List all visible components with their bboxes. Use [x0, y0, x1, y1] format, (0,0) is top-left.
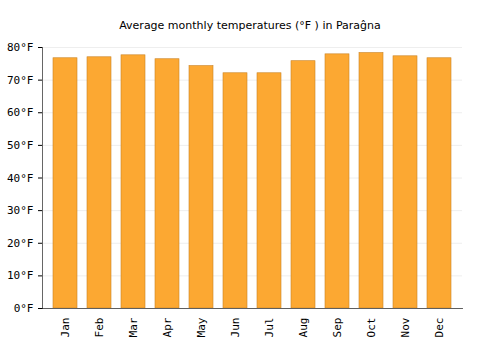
- svg-text:Oct: Oct: [365, 318, 378, 338]
- svg-text:Apr: Apr: [161, 317, 174, 337]
- svg-text:Jun: Jun: [229, 318, 242, 338]
- svg-text:Mar: Mar: [127, 317, 140, 337]
- svg-text:Nov: Nov: [399, 317, 412, 337]
- svg-text:May: May: [195, 317, 208, 337]
- svg-text:0°F: 0°F: [14, 302, 34, 315]
- svg-text:50°F: 50°F: [7, 139, 34, 152]
- svg-text:Jul: Jul: [263, 318, 276, 338]
- svg-text:Feb: Feb: [93, 318, 106, 338]
- svg-text:Dec: Dec: [433, 318, 446, 338]
- svg-text:60°F: 60°F: [7, 106, 34, 119]
- svg-text:30°F: 30°F: [7, 204, 34, 217]
- svg-text:10°F: 10°F: [7, 269, 34, 282]
- svg-text:Jan: Jan: [59, 318, 72, 338]
- svg-text:80°F: 80°F: [7, 41, 34, 54]
- svg-text:Aug: Aug: [297, 318, 310, 338]
- html-text:Average monthly temperatures (: Average monthly temperatures (°F ) in Pa…: [119, 19, 381, 32]
- svg-text:70°F: 70°F: [7, 74, 34, 87]
- svg-text:40°F: 40°F: [7, 172, 34, 185]
- svg-text:Sep: Sep: [331, 318, 344, 338]
- svg-text:20°F: 20°F: [7, 237, 34, 250]
